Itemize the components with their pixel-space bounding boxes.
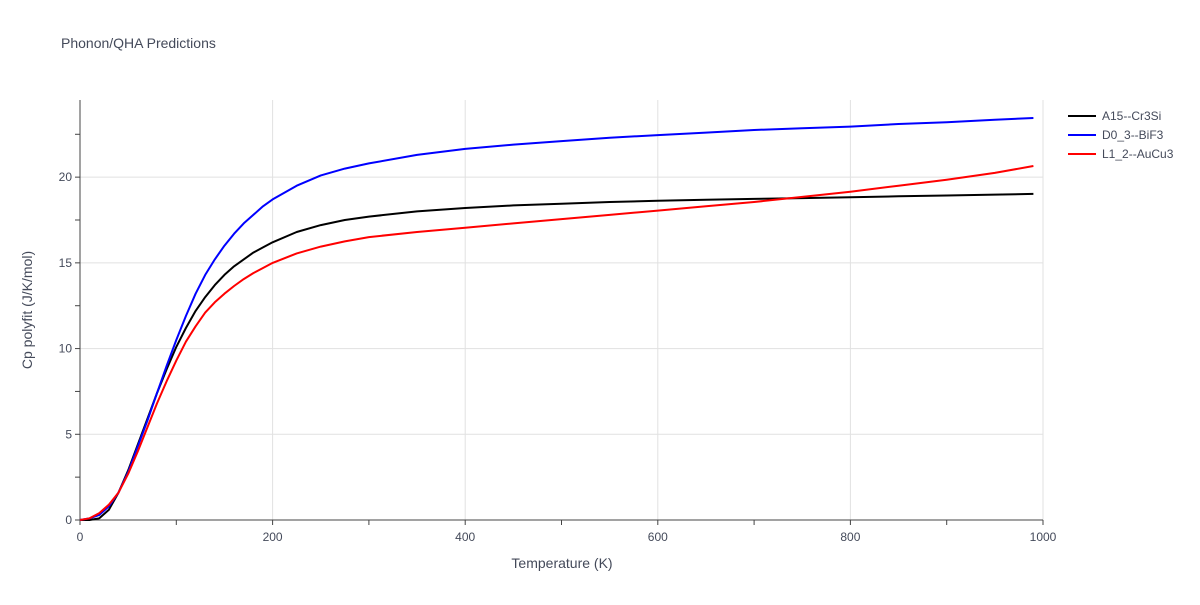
- legend-item[interactable]: A15--Cr3Si: [1068, 106, 1173, 125]
- series-layer: [79, 117, 1034, 521]
- legend: A15--Cr3Si D0_3--BiF3 L1_2--AuCu3: [1068, 106, 1173, 163]
- y-axis-label: Cp polyfit (J/K/mol): [19, 251, 35, 369]
- legend-label: D0_3--BiF3: [1102, 127, 1164, 142]
- x-tick-label: 1000: [1030, 530, 1057, 544]
- x-tick-label: 800: [840, 530, 860, 544]
- legend-item[interactable]: L1_2--AuCu3: [1068, 144, 1173, 163]
- x-axis-label: Temperature (K): [511, 555, 612, 571]
- legend-swatch: [1068, 114, 1096, 117]
- axes: 0 200 400 600 800 1000 0 5 10 15 20: [59, 100, 1057, 544]
- series-line-L1_2--AuCu3: [79, 165, 1034, 521]
- x-tick-label: 200: [263, 530, 283, 544]
- series-line-D0_3--BiF3: [79, 117, 1034, 521]
- legend-label: L1_2--AuCu3: [1102, 146, 1174, 161]
- y-tick-label: 15: [59, 256, 73, 270]
- y-tick-label: 10: [59, 342, 73, 356]
- y-tick-label: 0: [65, 513, 72, 527]
- x-tick-label: 0: [77, 530, 84, 544]
- legend-swatch: [1068, 152, 1096, 155]
- legend-label: A15--Cr3Si: [1102, 108, 1162, 123]
- x-tick-label: 400: [455, 530, 475, 544]
- chart-title: Phonon/QHA Predictions: [61, 35, 216, 51]
- y-tick-label: 5: [65, 427, 72, 441]
- series-line-A15--Cr3Si: [80, 192, 1034, 521]
- legend-swatch: [1068, 133, 1096, 136]
- y-tick-label: 20: [59, 170, 73, 184]
- legend-item[interactable]: D0_3--BiF3: [1068, 125, 1173, 144]
- x-tick-label: 600: [648, 530, 668, 544]
- grid: [80, 100, 1044, 520]
